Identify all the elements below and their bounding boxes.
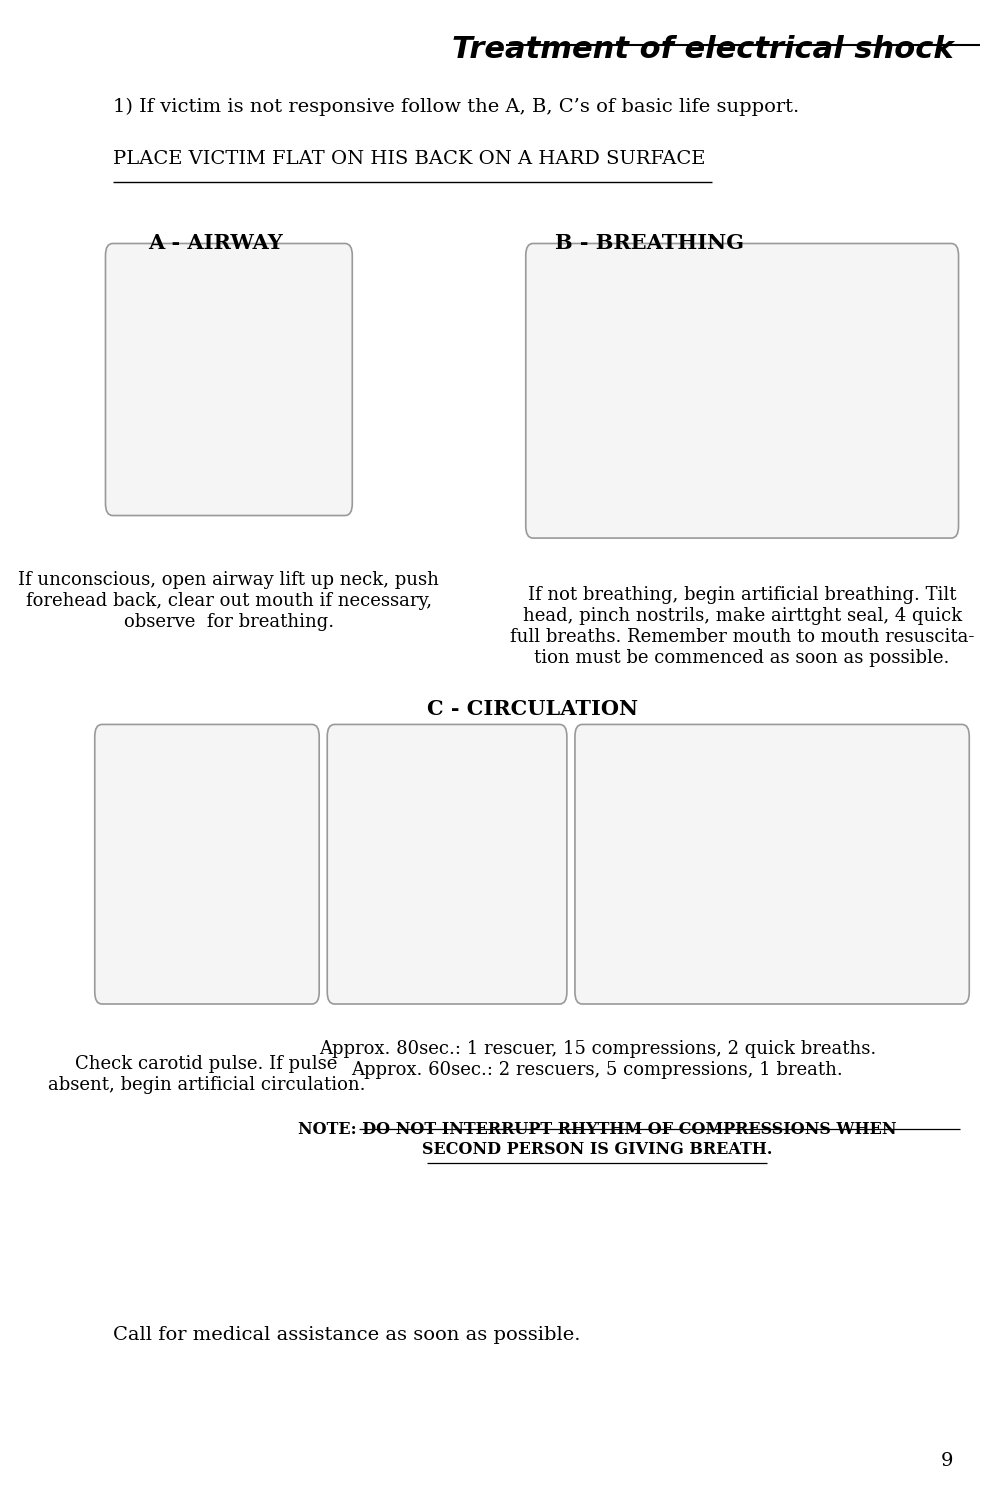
Text: A - AIRWAY: A - AIRWAY [148, 233, 282, 253]
FancyBboxPatch shape [575, 724, 969, 1004]
FancyBboxPatch shape [328, 724, 567, 1004]
Text: B - BREATHING: B - BREATHING [555, 233, 744, 253]
Text: Approx. 80sec.: 1 rescuer, 15 compressions, 2 quick breaths.
Approx. 60sec.: 2 r: Approx. 80sec.: 1 rescuer, 15 compressio… [319, 1040, 876, 1079]
FancyBboxPatch shape [526, 243, 959, 538]
Text: Treatment of electrical shock: Treatment of electrical shock [451, 35, 953, 63]
Text: If unconscious, open airway lift up neck, push
forehead back, clear out mouth if: If unconscious, open airway lift up neck… [18, 571, 439, 631]
Text: 1) If victim is not responsive follow the A, B, C’s of basic life support.: 1) If victim is not responsive follow th… [113, 98, 799, 116]
FancyBboxPatch shape [94, 724, 320, 1004]
Text: NOTE: DO NOT INTERRUPT RHYTHM OF COMPRESSIONS WHEN
SECOND PERSON IS GIVING BREAT: NOTE: DO NOT INTERRUPT RHYTHM OF COMPRES… [298, 1121, 896, 1157]
Text: If not breathing, begin artificial breathing. Tilt
head, pinch nostrils, make ai: If not breathing, begin artificial breat… [510, 586, 974, 666]
Text: PLACE VICTIM FLAT ON HIS BACK ON A HARD SURFACE: PLACE VICTIM FLAT ON HIS BACK ON A HARD … [113, 150, 706, 168]
Text: Check carotid pulse. If pulse
absent, begin artificial circulation.: Check carotid pulse. If pulse absent, be… [48, 1055, 365, 1094]
Text: Call for medical assistance as soon as possible.: Call for medical assistance as soon as p… [113, 1326, 580, 1344]
Text: C - CIRCULATION: C - CIRCULATION [427, 699, 638, 718]
FancyBboxPatch shape [106, 243, 353, 516]
Text: 9: 9 [941, 1452, 953, 1470]
